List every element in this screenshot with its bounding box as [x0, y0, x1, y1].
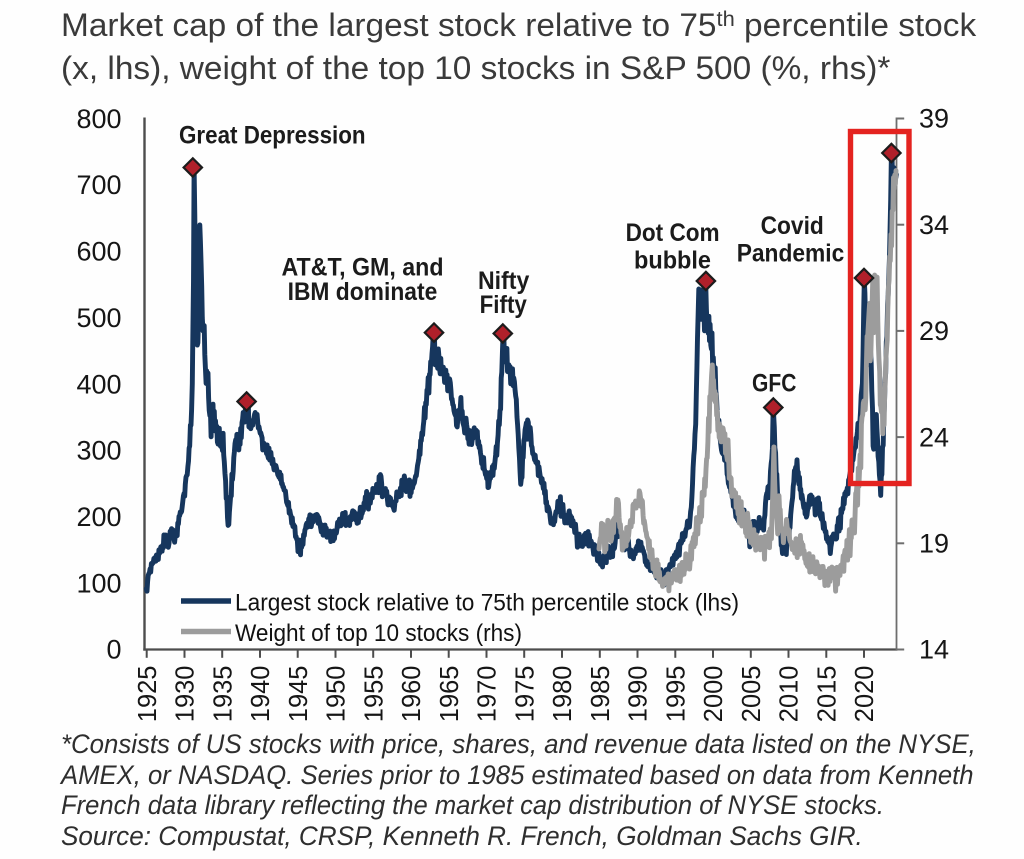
svg-text:14: 14 — [919, 635, 949, 665]
svg-text:Great Depression: Great Depression — [179, 121, 366, 149]
svg-text:Largest stock relative to 75th: Largest stock relative to 75th percentil… — [235, 590, 739, 617]
svg-text:2005: 2005 — [738, 666, 766, 723]
svg-text:1970: 1970 — [474, 666, 502, 723]
svg-text:Covid: Covid — [761, 212, 824, 240]
svg-text:Dot Com: Dot Com — [626, 219, 720, 247]
svg-text:2000: 2000 — [700, 666, 728, 723]
svg-text:Fifty: Fifty — [480, 291, 527, 319]
svg-text:0: 0 — [106, 635, 121, 665]
svg-text:1960: 1960 — [398, 666, 426, 723]
svg-text:1980: 1980 — [549, 666, 577, 723]
svg-text:29: 29 — [919, 316, 949, 346]
svg-text:1935: 1935 — [209, 666, 237, 723]
svg-text:1955: 1955 — [360, 666, 388, 723]
svg-text:39: 39 — [919, 104, 949, 134]
svg-text:34: 34 — [919, 210, 949, 240]
svg-text:2015: 2015 — [814, 666, 842, 723]
svg-text:AT&T, GM, and: AT&T, GM, and — [282, 253, 444, 281]
svg-text:600: 600 — [76, 237, 121, 267]
svg-text:1975: 1975 — [512, 666, 540, 723]
svg-text:1990: 1990 — [625, 666, 653, 723]
svg-text:300: 300 — [76, 436, 121, 466]
svg-text:1995: 1995 — [663, 666, 691, 723]
svg-text:19: 19 — [919, 529, 949, 559]
svg-text:1965: 1965 — [436, 666, 464, 723]
svg-text:1925: 1925 — [134, 666, 162, 723]
svg-text:Pandemic: Pandemic — [737, 240, 845, 268]
svg-text:1985: 1985 — [587, 666, 615, 723]
svg-text:400: 400 — [76, 369, 121, 399]
svg-text:1945: 1945 — [285, 666, 313, 723]
svg-text:700: 700 — [76, 170, 121, 200]
svg-text:1940: 1940 — [247, 666, 275, 723]
svg-text:2020: 2020 — [851, 666, 879, 723]
svg-text:IBM dominate: IBM dominate — [288, 278, 438, 306]
svg-text:200: 200 — [76, 502, 121, 532]
svg-text:bubble: bubble — [634, 246, 711, 274]
svg-text:Nifty: Nifty — [478, 267, 529, 295]
svg-text:800: 800 — [76, 104, 121, 134]
svg-text:Weight of top 10 stocks (rhs): Weight of top 10 stocks (rhs) — [235, 620, 522, 647]
svg-text:1930: 1930 — [172, 666, 200, 723]
svg-text:2010: 2010 — [776, 666, 804, 723]
svg-text:24: 24 — [919, 422, 949, 452]
svg-text:1950: 1950 — [323, 666, 351, 723]
svg-text:100: 100 — [76, 568, 121, 598]
svg-text:GFC: GFC — [752, 369, 796, 397]
svg-text:500: 500 — [76, 303, 121, 333]
